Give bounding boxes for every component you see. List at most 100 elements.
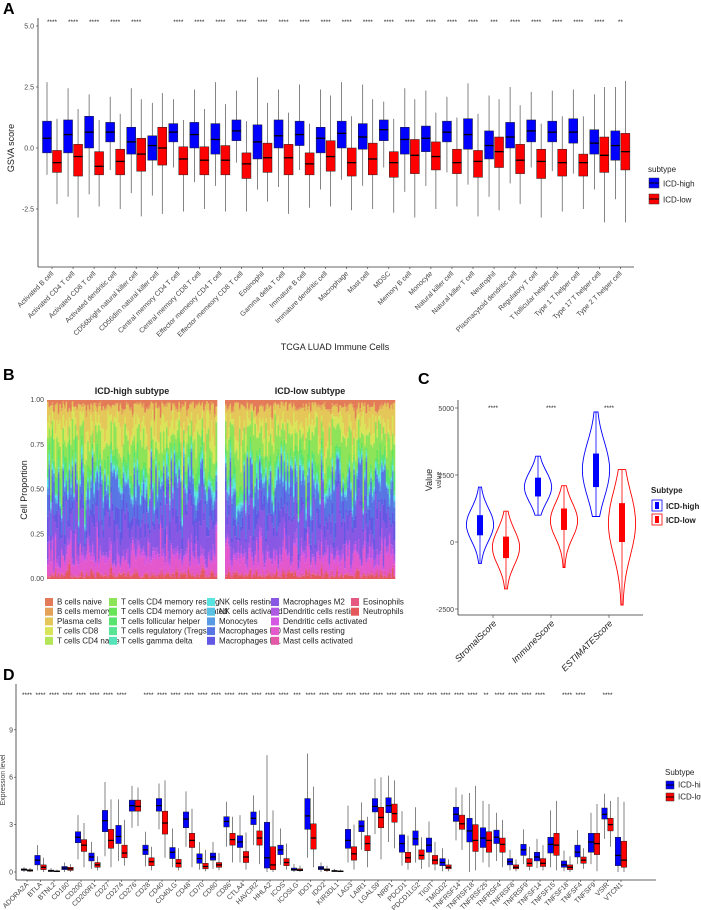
stack-segment	[242, 405, 244, 432]
stack-segment	[107, 499, 110, 513]
stack-segment	[323, 572, 326, 575]
stack-segment	[385, 467, 388, 472]
stack-segment	[153, 547, 156, 552]
facet-title: ICD-high subtype	[95, 386, 170, 396]
stack-segment	[226, 537, 229, 541]
stack-segment	[210, 404, 213, 421]
stack-segment	[206, 434, 209, 481]
x-tick-label: MDSC	[373, 270, 393, 290]
stack-segment	[327, 573, 329, 574]
stack-segment	[118, 479, 120, 487]
stack-segment	[351, 576, 354, 579]
stack-segment	[166, 452, 168, 454]
stack-segment	[127, 439, 130, 442]
stack-segment	[282, 477, 285, 482]
stack-segment	[77, 564, 80, 570]
stack-segment	[144, 400, 147, 413]
stack-segment	[115, 465, 117, 472]
stack-segment	[282, 400, 285, 403]
stack-segment	[248, 400, 251, 409]
stack-segment	[268, 436, 271, 441]
stack-segment	[142, 468, 145, 471]
stack-segment	[379, 450, 382, 466]
stack-segment	[144, 412, 147, 414]
stack-segment	[238, 427, 241, 429]
stack-segment	[179, 411, 182, 427]
stack-segment	[74, 464, 77, 477]
stack-segment	[255, 568, 258, 571]
stack-segment	[87, 499, 90, 505]
stack-segment	[118, 400, 120, 412]
stack-segment	[94, 403, 97, 407]
stack-segment	[124, 558, 127, 561]
stack-segment	[115, 405, 117, 419]
stack-segment	[364, 547, 366, 574]
stack-segment	[183, 452, 185, 457]
stack-segment	[259, 455, 261, 457]
stack-segment	[362, 550, 365, 572]
stack-segment	[128, 538, 131, 566]
stack-segment	[60, 400, 63, 409]
stack-segment	[90, 509, 93, 516]
stack-segment	[85, 459, 88, 461]
stack-segment	[116, 402, 119, 404]
stack-segment	[167, 562, 170, 565]
stack-segment	[110, 492, 113, 541]
stack-segment	[303, 574, 306, 576]
stack-segment	[289, 456, 292, 460]
stack-segment	[353, 454, 356, 457]
stack-segment	[186, 492, 188, 495]
stack-segment	[289, 561, 292, 566]
stack-segment	[111, 464, 114, 467]
stack-segment	[113, 541, 116, 561]
stack-segment	[207, 411, 210, 428]
stack-segment	[110, 414, 113, 421]
stack-segment	[139, 494, 142, 496]
stack-segment	[299, 458, 302, 460]
stack-segment	[334, 458, 337, 465]
stack-segment	[368, 547, 371, 559]
stack-segment	[102, 400, 105, 407]
stack-segment	[193, 543, 196, 558]
stack-segment	[125, 476, 128, 480]
stack-segment	[107, 455, 110, 460]
stack-segment	[77, 543, 80, 547]
stack-segment	[54, 433, 57, 468]
stack-segment	[271, 514, 274, 524]
stack-segment	[139, 493, 142, 495]
stack-segment	[317, 406, 320, 436]
stack-segment	[314, 403, 317, 412]
stack-segment	[232, 479, 235, 489]
stack-segment	[291, 456, 294, 459]
stack-segment	[91, 573, 94, 579]
stack-segment	[268, 408, 271, 437]
stack-segment	[296, 577, 298, 579]
stack-segment	[70, 531, 73, 542]
stack-segment	[119, 564, 122, 567]
stack-segment	[265, 418, 268, 423]
stack-segment	[119, 487, 122, 493]
stack-segment	[155, 508, 158, 516]
stack-segment	[351, 574, 354, 576]
stack-segment	[384, 433, 387, 446]
stack-segment	[255, 537, 258, 541]
stack-segment	[347, 487, 349, 515]
stack-segment	[125, 482, 128, 483]
stack-segment	[257, 462, 260, 471]
stack-segment	[190, 506, 193, 535]
stack-segment	[101, 479, 103, 481]
stack-segment	[347, 545, 349, 557]
stack-segment	[357, 462, 360, 480]
stack-segment	[85, 487, 88, 491]
stack-segment	[361, 452, 363, 455]
stack-segment	[234, 452, 237, 454]
stack-segment	[71, 574, 74, 578]
stack-segment	[325, 494, 328, 496]
stack-segment	[145, 512, 148, 557]
stack-segment	[231, 569, 234, 576]
stack-segment	[268, 442, 271, 461]
stack-segment	[245, 552, 247, 565]
stack-segment	[54, 400, 57, 405]
stack-segment	[104, 495, 107, 517]
stack-segment	[327, 467, 329, 470]
